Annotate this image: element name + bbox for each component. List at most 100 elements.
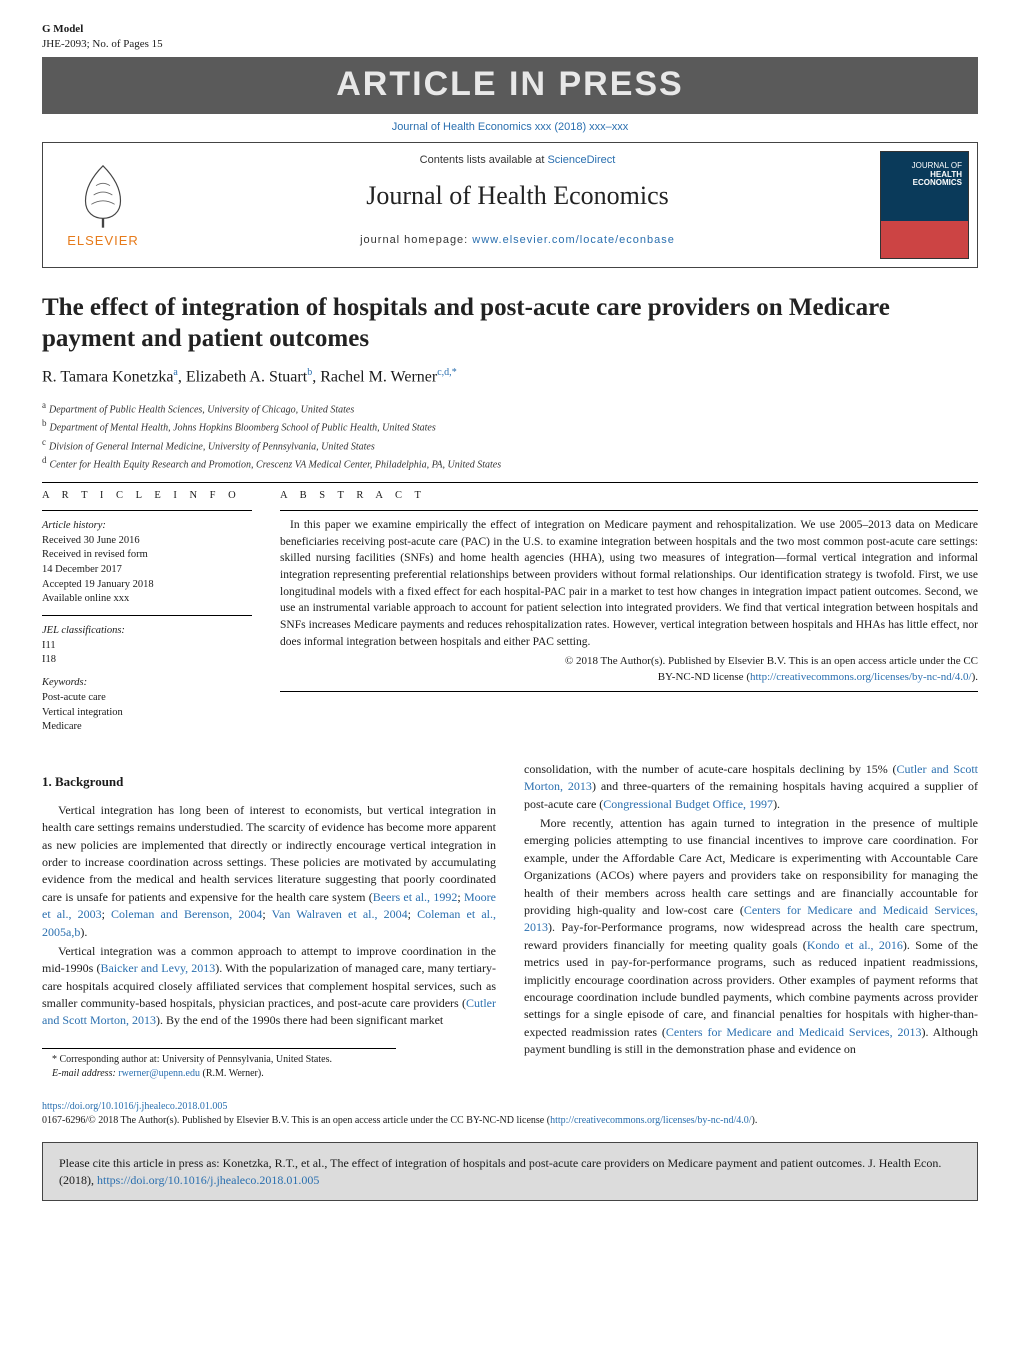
cite-doi-link[interactable]: https://doi.org/10.1016/j.jhealeco.2018.… bbox=[97, 1173, 319, 1187]
ref-beers-1992[interactable]: Beers et al., 1992 bbox=[373, 890, 458, 904]
abstract-rule-bottom bbox=[280, 691, 978, 692]
author-3: , Rachel M. Werner bbox=[312, 369, 437, 386]
abstract-text: In this paper we examine empirically the… bbox=[280, 517, 978, 650]
kw-2: Vertical integration bbox=[42, 706, 252, 721]
para-3: consolidation, with the number of acute-… bbox=[524, 761, 978, 813]
abstract-head: a b s t r a c t bbox=[280, 489, 978, 504]
elsevier-wordmark: ELSEVIER bbox=[67, 232, 139, 250]
cc-link[interactable]: http://creativecommons.org/licenses/by-n… bbox=[750, 671, 972, 683]
authors-line: R. Tamara Konetzkaa, Elizabeth A. Stuart… bbox=[42, 366, 978, 389]
fn-line-1: * Corresponding author at: University of… bbox=[42, 1053, 396, 1068]
abstract-rule bbox=[280, 510, 978, 511]
doi-footer: https://doi.org/10.1016/j.jhealeco.2018.… bbox=[42, 1100, 978, 1128]
affil-b-text: Department of Mental Health, Johns Hopki… bbox=[50, 423, 436, 434]
author-1: R. Tamara Konetzka bbox=[42, 369, 173, 386]
cc-link-footer[interactable]: http://creativecommons.org/licenses/by-n… bbox=[550, 1115, 751, 1126]
p2c: ). By the end of the 1990s there had bee… bbox=[156, 1013, 443, 1027]
issn-a: 0167-6296/© 2018 The Author(s). Publishe… bbox=[42, 1115, 550, 1126]
page: G Model JHE-2093; No. of Pages 15 ARTICL… bbox=[0, 0, 1020, 1221]
fn-email-post: (R.M. Werner). bbox=[200, 1068, 264, 1079]
affil-c-sup: c bbox=[42, 437, 46, 447]
p1s3: ; bbox=[262, 907, 271, 921]
in-press-banner: ARTICLE IN PRESS bbox=[42, 57, 978, 115]
affiliations: aDepartment of Public Health Sciences, U… bbox=[42, 399, 978, 472]
para-1: Vertical integration has long been of in… bbox=[42, 802, 496, 941]
journal-title: Journal of Health Economics bbox=[173, 178, 862, 214]
corresponding-footnote: * Corresponding author at: University of… bbox=[42, 1048, 396, 1082]
info-abstract-row: a r t i c l e i n f o Article history: R… bbox=[42, 489, 978, 743]
fn-text-1: Corresponding author at: University of P… bbox=[57, 1054, 332, 1065]
jel-label: JEL classifications: bbox=[42, 624, 252, 639]
para-4: More recently, attention has again turne… bbox=[524, 815, 978, 1058]
author-3-sup: c,d, bbox=[437, 367, 451, 378]
homepage-link[interactable]: www.elsevier.com/locate/econbase bbox=[472, 234, 675, 246]
abstract: a b s t r a c t In this paper we examine… bbox=[280, 489, 978, 743]
info-rule-1 bbox=[42, 510, 252, 511]
contents-lists-line: Contents lists available at ScienceDirec… bbox=[173, 153, 862, 168]
journal-header: ELSEVIER Contents lists available at Sci… bbox=[42, 142, 978, 268]
ref-baicker-2013[interactable]: Baicker and Levy, 2013 bbox=[100, 961, 215, 975]
journal-cover-block: JOURNAL OF HEALTH ECONOMICS bbox=[872, 143, 977, 267]
cite-box: Please cite this article in press as: Ko… bbox=[42, 1142, 978, 1202]
issn-line: 0167-6296/© 2018 The Author(s). Publishe… bbox=[42, 1114, 978, 1128]
issn-b: ). bbox=[752, 1115, 758, 1126]
affil-b-sup: b bbox=[42, 418, 47, 428]
fn-email-link[interactable]: rwerner@upenn.edu bbox=[118, 1068, 200, 1079]
p4a: More recently, attention has again turne… bbox=[524, 816, 978, 917]
p1s2: ; bbox=[102, 907, 111, 921]
journal-cover-thumb: JOURNAL OF HEALTH ECONOMICS bbox=[880, 151, 969, 259]
p3c: ). bbox=[773, 797, 780, 811]
kw-label: Keywords: bbox=[42, 676, 252, 691]
ref-kondo-2016[interactable]: Kondo et al., 2016 bbox=[807, 938, 903, 952]
ref-cbo-1997[interactable]: Congressional Budget Office, 1997 bbox=[603, 797, 773, 811]
homepage-label: journal homepage: bbox=[360, 234, 472, 246]
ref-vanwalraven-2004[interactable]: Van Walraven et al., 2004 bbox=[272, 907, 408, 921]
doi-link[interactable]: https://doi.org/10.1016/j.jhealeco.2018.… bbox=[42, 1101, 227, 1112]
affil-d-sup: d bbox=[42, 455, 47, 465]
para-2: Vertical integration was a common approa… bbox=[42, 943, 496, 1030]
history-label: Article history: bbox=[42, 519, 252, 534]
article-info: a r t i c l e i n f o Article history: R… bbox=[42, 489, 252, 743]
jel-2: I18 bbox=[42, 653, 252, 668]
kw-3: Medicare bbox=[42, 720, 252, 735]
p1b: ). bbox=[80, 925, 87, 939]
journal-ref-anchor[interactable]: Journal of Health Economics xxx (2018) x… bbox=[392, 121, 629, 133]
jel-block: JEL classifications: I11 I18 bbox=[42, 624, 252, 668]
p4c: ). Some of the metrics used in pay-for-p… bbox=[524, 938, 978, 1039]
cover-label: JOURNAL OF HEALTH ECONOMICS bbox=[912, 162, 962, 188]
fn-line-2: E-mail address: rwerner@upenn.edu (R.M. … bbox=[42, 1067, 396, 1082]
journal-ref-link[interactable]: Journal of Health Economics xxx (2018) x… bbox=[42, 114, 978, 141]
body-columns: 1. Background Vertical integration has l… bbox=[42, 761, 978, 1082]
affil-a: aDepartment of Public Health Sciences, U… bbox=[42, 399, 978, 417]
jel-1: I11 bbox=[42, 639, 252, 654]
doc-id: JHE-2093; No. of Pages 15 bbox=[42, 37, 163, 52]
copyright-2a: BY-NC-ND license ( bbox=[658, 671, 750, 683]
elsevier-tree-icon bbox=[68, 160, 138, 230]
sciencedirect-link[interactable]: ScienceDirect bbox=[547, 154, 615, 166]
copyright-2b: ). bbox=[972, 671, 978, 683]
keywords-block: Keywords: Post-acute care Vertical integ… bbox=[42, 676, 252, 735]
top-bar: G Model JHE-2093; No. of Pages 15 bbox=[42, 22, 978, 58]
journal-center: Contents lists available at ScienceDirec… bbox=[163, 143, 872, 267]
contents-lists-pre: Contents lists available at bbox=[420, 154, 548, 166]
affil-d-text: Center for Health Equity Research and Pr… bbox=[50, 459, 502, 470]
rule-top bbox=[42, 482, 978, 483]
paper-title: The effect of integration of hospitals a… bbox=[42, 292, 978, 355]
affil-c: cDivision of General Internal Medicine, … bbox=[42, 436, 978, 454]
affil-a-text: Department of Public Health Sciences, Un… bbox=[49, 404, 354, 415]
homepage-line: journal homepage: www.elsevier.com/locat… bbox=[173, 233, 862, 248]
author-2: , Elizabeth A. Stuart bbox=[178, 369, 307, 386]
ref-cms-2013b[interactable]: Centers for Medicare and Medicaid Servic… bbox=[666, 1025, 922, 1039]
heading-background: 1. Background bbox=[42, 773, 496, 792]
info-rule-2 bbox=[42, 615, 252, 616]
affil-a-sup: a bbox=[42, 400, 46, 410]
fn-email-label: E-mail address: bbox=[52, 1068, 118, 1079]
revised-date: 14 December 2017 bbox=[42, 563, 252, 578]
ref-coleman-2004[interactable]: Coleman and Berenson, 2004 bbox=[111, 907, 262, 921]
affil-b: bDepartment of Mental Health, Johns Hopk… bbox=[42, 417, 978, 435]
kw-1: Post-acute care bbox=[42, 691, 252, 706]
g-model-label: G Model bbox=[42, 22, 163, 37]
cover-label-3: ECONOMICS bbox=[912, 179, 962, 188]
history-block: Article history: Received 30 June 2016 R… bbox=[42, 519, 252, 607]
p1s1: ; bbox=[457, 890, 464, 904]
